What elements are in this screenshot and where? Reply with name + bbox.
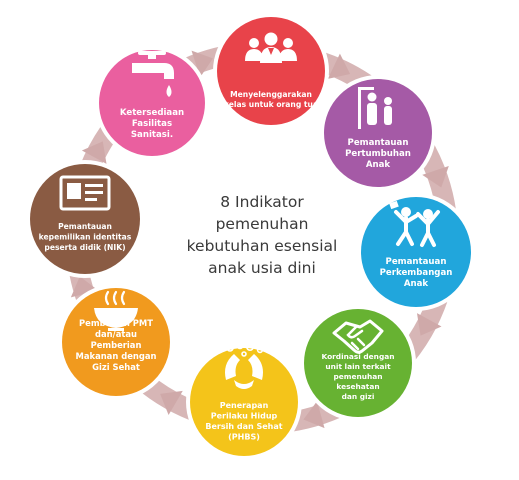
- handshake-icon: [332, 319, 384, 354]
- node-label-line: Pertumbuhan: [345, 149, 411, 159]
- node-label-line: Anak: [404, 279, 429, 289]
- ring-arrow: [416, 313, 442, 336]
- node-label-line: kepemilikan identitas: [39, 233, 132, 242]
- node-label-line: Pemberian PMT: [79, 318, 153, 328]
- ring-arrow: [191, 50, 213, 78]
- node-label-line: dan gizi: [342, 392, 375, 401]
- node-label-line: pemenuhan: [333, 372, 382, 381]
- node-label-line: kelas untuk orang tua: [224, 100, 318, 109]
- ring-arrow: [81, 141, 107, 164]
- node-circle: [99, 50, 205, 156]
- hand-washing-icon: [225, 342, 264, 389]
- id-card-icon: [59, 175, 111, 211]
- node-label-line: Anak: [366, 160, 391, 170]
- height-measure-icon: [358, 87, 392, 129]
- node-label-line: Bersih dan Sehat: [205, 422, 282, 431]
- ring-arrow: [303, 401, 325, 429]
- center-title-line: 8 Indikator: [220, 193, 304, 211]
- node-circle: [190, 348, 298, 456]
- node-label-line: peserta didik (NIK): [44, 243, 125, 252]
- ring-arrow: [70, 276, 98, 298]
- node-label-line: Perkembangan: [380, 268, 453, 278]
- node-label-line: dan/atau: [95, 329, 137, 339]
- node-label-line: Fasilitas: [132, 119, 172, 129]
- node-label-line: Pemantauan: [58, 222, 112, 231]
- center-title: 8 Indikator pemenuhan kebutuhan esensial an…: [187, 193, 338, 277]
- node-circle: [324, 79, 432, 187]
- node-label-line: Pemantauan: [386, 257, 447, 267]
- ring-arrow: [327, 53, 351, 79]
- node-label-line: kesehatan: [336, 382, 379, 391]
- node-label-line: Pemberian: [91, 340, 142, 350]
- node-label-line: unit lain terkait: [325, 362, 391, 371]
- node-circle: [30, 164, 140, 274]
- food-bowl-icon: [94, 290, 138, 331]
- node-label-line: Perilaku Hidup: [211, 412, 278, 421]
- center-title-line: pemenuhan: [216, 215, 309, 233]
- node-circle: [304, 309, 412, 417]
- node-circle: [361, 197, 471, 307]
- node-label-line: Kordinasi dengan: [321, 352, 394, 361]
- node-label-line: Ketersediaan: [120, 108, 184, 118]
- water-tap-icon: [132, 51, 174, 97]
- node-label-line: Gizi Sehat: [92, 362, 140, 372]
- node-label-line: Makanan dengan: [76, 351, 157, 361]
- center-title-line: anak usia dini: [208, 259, 316, 277]
- node-label-line: Pemantauan: [348, 138, 409, 148]
- children-playing-icon: [389, 200, 440, 247]
- node-label-line: Penerapan: [220, 401, 269, 410]
- ring-arrow: [422, 166, 449, 188]
- node-label-line: (PHBS): [228, 433, 260, 442]
- ring-arrow: [160, 390, 183, 416]
- node-circle: [62, 288, 170, 396]
- people-group-icon: [245, 32, 297, 63]
- center-title-line: kebutuhan esensial: [187, 237, 338, 255]
- node-circle: [217, 17, 325, 125]
- node-label-line: Sanitasi.: [131, 130, 173, 140]
- node-label-line: Menyelenggarakan: [230, 90, 312, 99]
